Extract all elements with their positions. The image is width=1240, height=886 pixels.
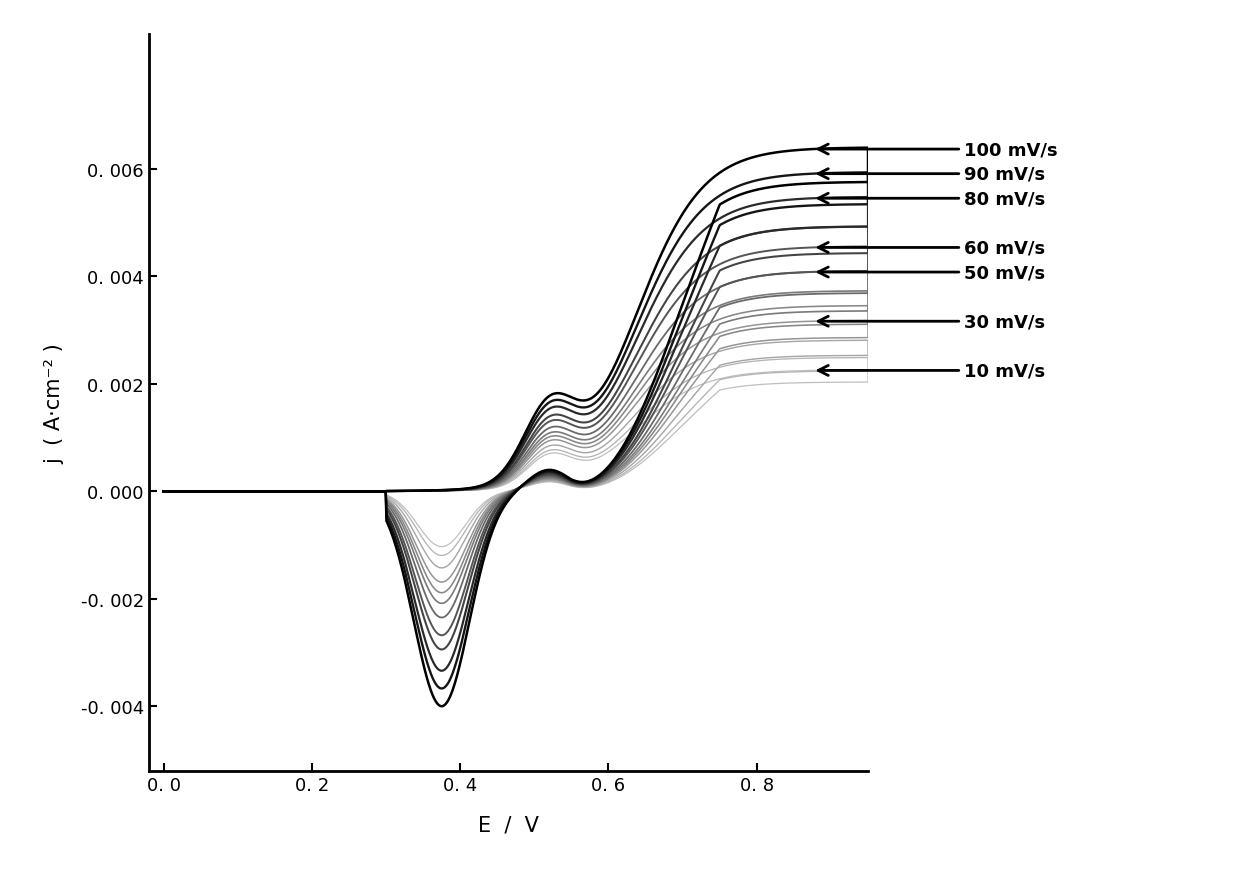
Text: 30 mV/s: 30 mV/s (818, 313, 1045, 330)
Text: 50 mV/s: 50 mV/s (818, 264, 1045, 282)
X-axis label: E  /  V: E / V (477, 814, 539, 835)
Text: 10 mV/s: 10 mV/s (818, 362, 1045, 380)
Text: 60 mV/s: 60 mV/s (818, 239, 1045, 257)
Text: 100 mV/s: 100 mV/s (818, 141, 1058, 159)
Text: 90 mV/s: 90 mV/s (818, 166, 1045, 183)
Y-axis label: j  ( A·cm⁻² ): j ( A·cm⁻² ) (45, 343, 64, 463)
Text: 80 mV/s: 80 mV/s (818, 190, 1045, 208)
